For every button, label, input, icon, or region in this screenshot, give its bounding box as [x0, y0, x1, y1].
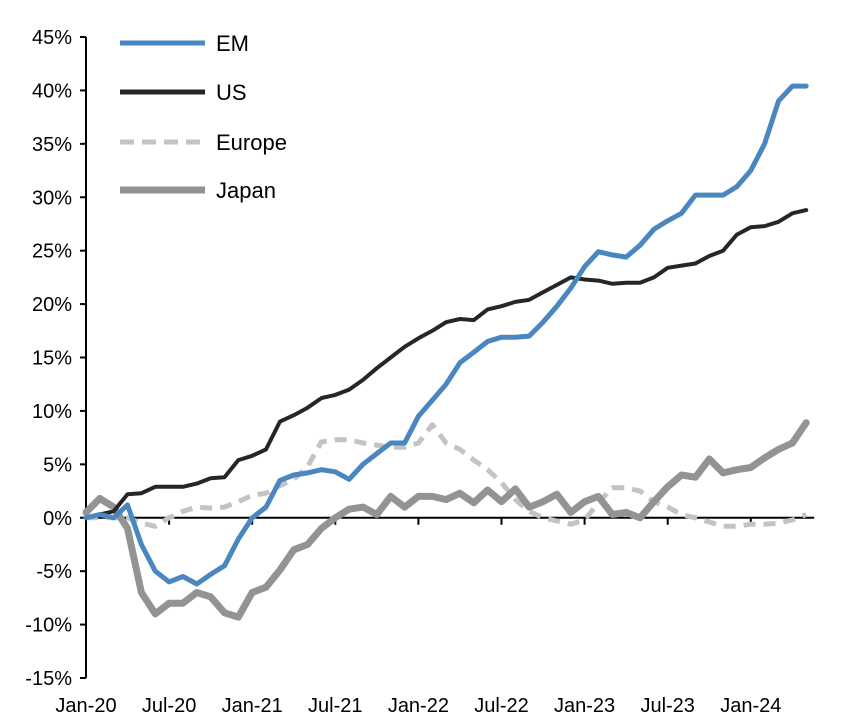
- x-tick-label: Jul-23: [640, 695, 694, 717]
- x-tick-label: Jul-22: [474, 695, 528, 717]
- y-tick-label: 25%: [32, 241, 72, 263]
- y-axis: -15% -10% -5% 0% 5% 10% 15% 20% 25% 30% 35% 40% 45%: [25, 27, 87, 690]
- series-line-europe: [86, 422, 808, 529]
- y-tick-label: -5%: [36, 561, 72, 583]
- x-tick-label: Jul-21: [308, 695, 362, 717]
- x-axis: Jan-20 Jul-20 Jan-21 Jul-21 Jan-22 Jul-22 Jan-…: [55, 516, 815, 717]
- y-tick-label: 10%: [32, 401, 72, 423]
- series-line-us: [84, 208, 809, 520]
- y-tick-label: 15%: [32, 348, 72, 370]
- y-tick-label: 5%: [43, 454, 72, 476]
- series-line-japan: [82, 419, 810, 621]
- x-tick-label: Jan-24: [720, 695, 781, 717]
- y-tick-label: 0%: [43, 508, 72, 530]
- y-tick-label: 40%: [32, 80, 72, 102]
- y-tick-label: 35%: [32, 134, 72, 156]
- y-tick-label: -15%: [25, 668, 72, 690]
- legend-label-us: US: [216, 80, 247, 105]
- y-tick-label: 30%: [32, 187, 72, 209]
- y-tick-label: 45%: [32, 27, 72, 49]
- x-tick-label: Jan-20: [55, 695, 116, 717]
- series-line-em: [83, 83, 809, 587]
- y-tick-label: 20%: [32, 294, 72, 316]
- x-tick-label: Jan-22: [388, 695, 449, 717]
- y-tick-label: -10%: [25, 615, 72, 637]
- x-tick-label: Jan-23: [554, 695, 615, 717]
- legend-label-japan: Japan: [216, 178, 276, 203]
- legend: EM US Europe Japan: [120, 31, 287, 203]
- x-tick-label: Jul-20: [142, 695, 196, 717]
- series-lines: [82, 83, 810, 621]
- legend-label-europe: Europe: [216, 130, 287, 155]
- legend-label-em: EM: [216, 31, 249, 56]
- x-tick-label: Jan-21: [222, 695, 283, 717]
